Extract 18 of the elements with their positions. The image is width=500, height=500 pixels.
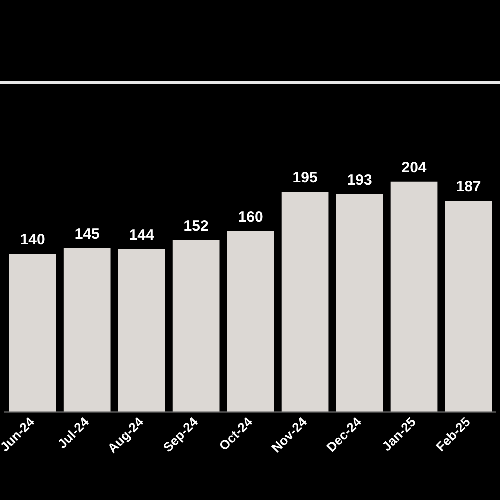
bar (172, 240, 220, 412)
data-label: 195 (292, 170, 318, 187)
data-label: 140 (20, 232, 46, 249)
bar (445, 201, 492, 412)
data-label: 160 (238, 209, 264, 226)
bar (390, 182, 438, 412)
data-label: 187 (456, 178, 482, 196)
data-label: 193 (347, 172, 372, 189)
bar (336, 194, 384, 412)
data-label: 152 (184, 218, 209, 236)
data-label: 145 (74, 226, 100, 244)
bar (9, 254, 56, 412)
data-label: 144 (129, 227, 155, 244)
data-label: 204 (402, 159, 428, 176)
bar (64, 248, 111, 412)
bar (118, 249, 166, 412)
bar (282, 192, 329, 412)
bar (227, 231, 274, 412)
